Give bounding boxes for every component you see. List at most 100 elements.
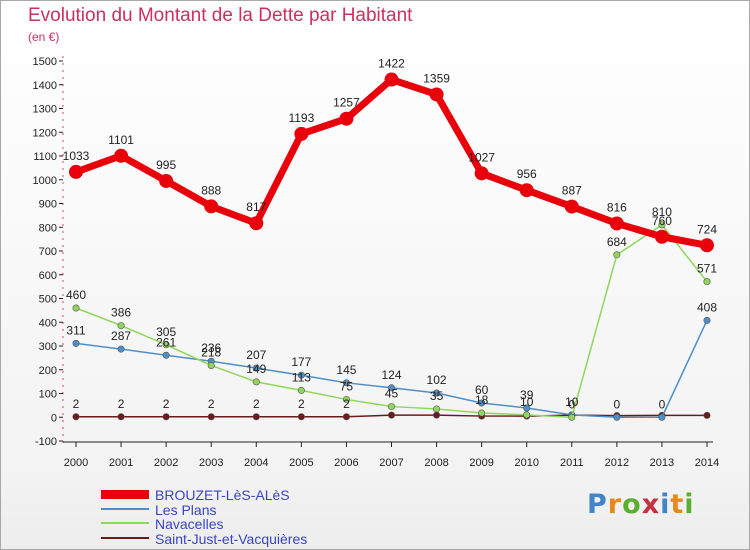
legend-swatch (101, 490, 149, 499)
y-tick-label: 1200 (33, 127, 57, 139)
y-tick-label: 1000 (33, 175, 57, 187)
data-label: 0 (614, 397, 621, 411)
data-label: 956 (517, 167, 537, 181)
legend-label: BROUZET-LèS-ALèS (155, 487, 290, 503)
y-tick-label: 700 (39, 246, 57, 258)
data-point (478, 399, 486, 407)
data-point (474, 166, 489, 181)
data-point (72, 339, 80, 347)
x-tick-label: 2014 (695, 457, 719, 469)
data-point (658, 221, 666, 229)
data-point (207, 361, 215, 369)
data-point (609, 216, 624, 231)
y-tick-label: 1400 (33, 80, 57, 92)
data-label: 888 (201, 183, 221, 197)
x-tick-label: 2004 (244, 457, 268, 469)
x-tick-label: 2007 (379, 457, 403, 469)
data-label: 1422 (378, 57, 405, 71)
y-tick-label: 600 (39, 270, 57, 282)
y-tick-label: 400 (39, 317, 57, 329)
x-tick-label: 2002 (154, 457, 178, 469)
data-point (297, 386, 305, 394)
data-point (703, 316, 711, 324)
data-point (654, 229, 669, 244)
data-label: 724 (697, 222, 717, 236)
data-point (700, 238, 714, 253)
data-label: 386 (111, 306, 131, 320)
data-point (252, 364, 260, 372)
data-label: 261 (156, 335, 176, 349)
data-label: 45 (385, 387, 399, 401)
data-point (342, 395, 350, 403)
data-point (162, 413, 170, 421)
data-label: 39 (520, 388, 534, 402)
data-point (252, 378, 260, 386)
x-tick-label: 2011 (560, 457, 584, 469)
x-tick-label: 2010 (514, 457, 538, 469)
data-label: 760 (652, 214, 672, 228)
data-label: 1027 (468, 150, 495, 164)
y-tick-label: 0 (51, 412, 57, 424)
y-tick-label: 300 (39, 341, 57, 353)
x-tick-label: 2005 (289, 457, 313, 469)
data-label: 18 (475, 393, 489, 407)
data-point (613, 413, 621, 421)
data-point (69, 164, 83, 179)
x-tick-label: 2000 (64, 457, 88, 469)
data-point (478, 409, 486, 417)
data-point (523, 411, 531, 419)
data-label: 145 (336, 363, 356, 377)
data-point (564, 199, 579, 214)
chart-title: Evolution du Montant de la Dette par Hab… (28, 5, 413, 26)
logo-letter: i (684, 489, 695, 520)
data-point (342, 379, 350, 387)
legend-swatch (101, 536, 149, 539)
data-point (294, 126, 309, 141)
legend-swatch (101, 522, 149, 524)
data-point (162, 351, 170, 359)
data-label: 2 (298, 397, 305, 411)
data-point (342, 413, 350, 421)
legend-label: Les Plans (155, 501, 217, 518)
data-point (433, 411, 441, 419)
logo-letter: t (670, 489, 685, 520)
data-label: 207 (246, 348, 266, 362)
logo-letter: x (641, 489, 661, 520)
data-label: 817 (246, 200, 266, 214)
data-point (523, 404, 531, 412)
data-point (117, 322, 125, 330)
logo-letter: o (622, 489, 642, 520)
data-label: 218 (201, 345, 221, 359)
data-label: 102 (427, 373, 447, 387)
data-label: 887 (562, 184, 582, 198)
y-tick-label: 800 (39, 222, 57, 234)
data-label: 2 (208, 397, 215, 411)
data-point (72, 413, 80, 421)
y-tick-label: 200 (39, 365, 57, 377)
data-point (613, 251, 621, 259)
data-point (159, 173, 174, 188)
x-tick-label: 2006 (334, 457, 358, 469)
y-tick-label: -100 (35, 436, 57, 448)
y-tick-label: 900 (39, 199, 57, 211)
x-tick-label: 2008 (424, 457, 448, 469)
data-label: 113 (292, 370, 311, 384)
data-label: 408 (697, 300, 717, 314)
data-point (568, 413, 576, 421)
data-point (387, 411, 395, 419)
data-point (252, 413, 260, 421)
data-label: 236 (201, 341, 221, 355)
data-label: 1193 (288, 111, 314, 125)
data-point (433, 405, 441, 413)
data-point (703, 278, 711, 286)
data-label: 2 (343, 397, 350, 411)
data-point (204, 199, 219, 214)
data-label: 10 (520, 395, 534, 409)
data-label: 816 (607, 200, 627, 214)
data-label: 460 (66, 288, 86, 302)
data-point (703, 411, 711, 419)
x-tick-label: 2001 (109, 457, 133, 469)
data-label: 1257 (333, 96, 360, 110)
